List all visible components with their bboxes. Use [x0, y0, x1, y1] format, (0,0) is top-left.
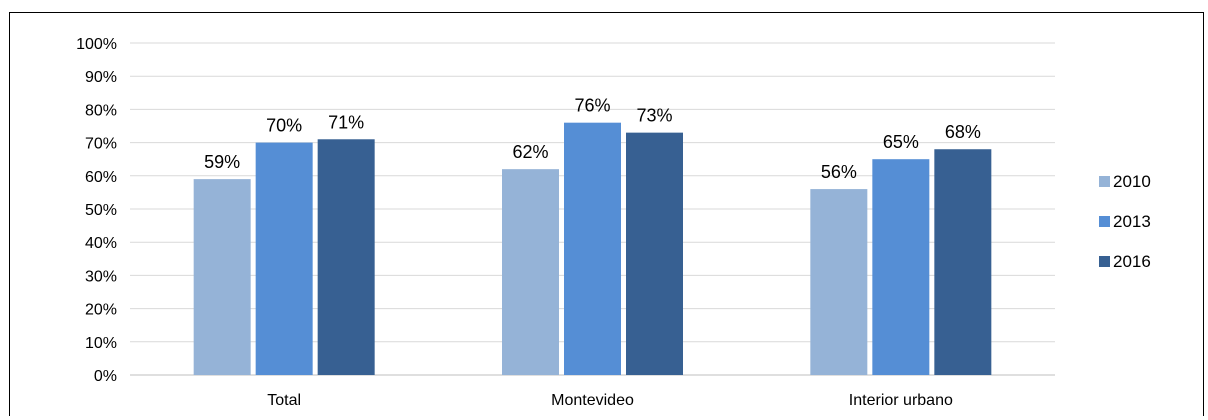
bar-2016-2	[934, 149, 992, 375]
category-label: Total	[267, 392, 301, 409]
legend-label: 2016	[1113, 252, 1151, 271]
bar-2016-1	[626, 132, 683, 375]
bar-2010-0	[193, 179, 251, 375]
data-label: 73%	[636, 106, 672, 126]
legend-swatch	[1099, 256, 1110, 267]
bar-2013-2	[872, 159, 930, 375]
y-tick-label: 90%	[85, 69, 117, 86]
data-label: 76%	[574, 96, 610, 116]
bars	[193, 122, 992, 376]
data-label: 65%	[883, 132, 919, 152]
bar-2010-1	[502, 169, 559, 375]
bar-2013-0	[255, 142, 313, 375]
category-label: Montevideo	[551, 392, 634, 409]
y-tick-label: 0%	[94, 368, 117, 385]
data-label: 68%	[945, 122, 981, 142]
data-label: 59%	[204, 152, 240, 172]
category-label: Interior urbano	[849, 392, 953, 409]
y-tick-label: 60%	[85, 169, 117, 186]
bar-2016-0	[317, 139, 375, 375]
legend-label: 2013	[1113, 212, 1151, 231]
y-axis-ticks: 0% 10% 20% 30% 40% 50% 60% 70% 80% 90% 100%	[76, 36, 117, 385]
x-axis-categories: Total Montevideo Interior urbano	[267, 392, 953, 409]
legend-swatch	[1099, 176, 1110, 187]
data-label: 70%	[266, 116, 302, 136]
y-tick-label: 70%	[85, 136, 117, 153]
legend-label: 2010	[1113, 172, 1151, 191]
y-tick-label: 40%	[85, 235, 117, 252]
y-tick-label: 20%	[85, 302, 117, 319]
y-tick-label: 30%	[85, 268, 117, 285]
bar-2013-1	[564, 122, 621, 376]
data-label: 71%	[328, 112, 364, 132]
legend: 2010 2013 2016	[1099, 172, 1151, 271]
bar-2010-2	[810, 189, 868, 375]
y-tick-label: 50%	[85, 202, 117, 219]
y-tick-label: 100%	[76, 36, 117, 53]
data-label: 56%	[821, 162, 857, 182]
data-labels: 59% 70% 71% 62% 76% 73% 56% 65% 68%	[204, 96, 981, 182]
y-tick-label: 10%	[85, 335, 117, 352]
data-label: 62%	[512, 142, 548, 162]
legend-swatch	[1099, 216, 1110, 227]
y-tick-label: 80%	[85, 102, 117, 119]
